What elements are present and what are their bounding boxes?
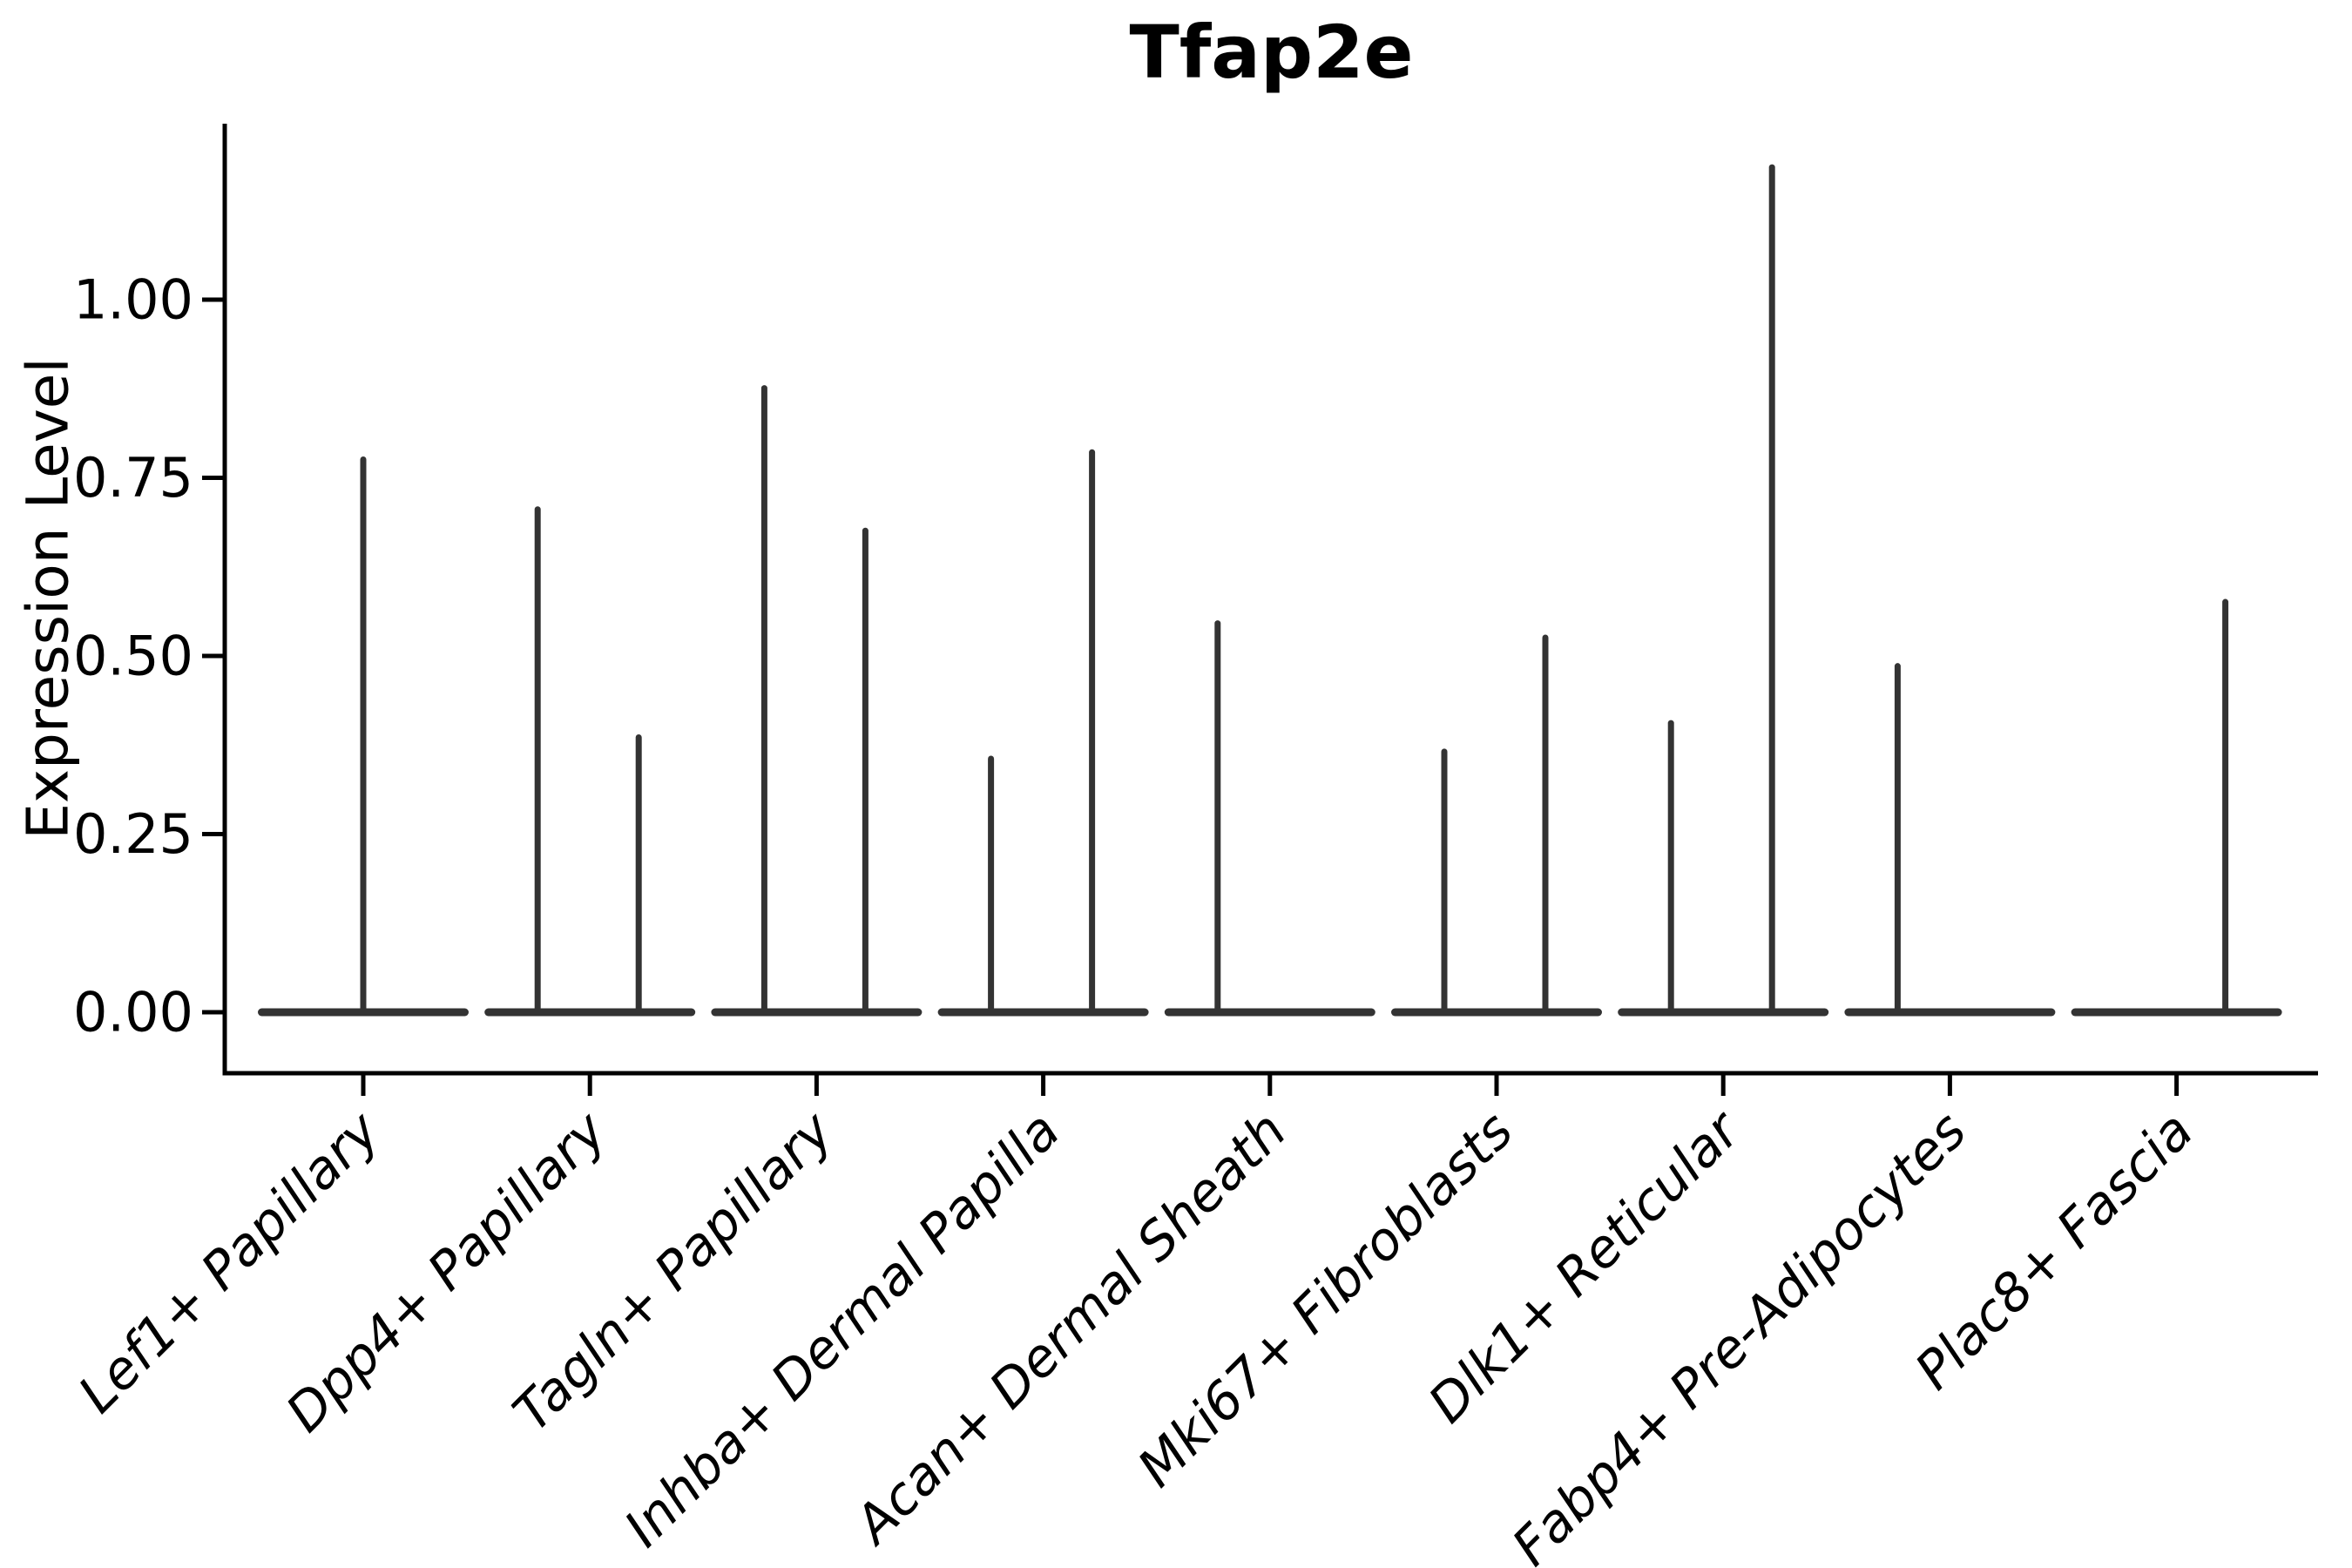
- violin-spike: [988, 755, 995, 1017]
- violin-spike: [1667, 720, 1674, 1017]
- x-tick-label: Acan+ Dermal Sheath: [841, 1100, 1299, 1558]
- x-tick-label: Mki67+ Fibroblasts: [1126, 1100, 1525, 1499]
- y-tick-label: 0.25: [73, 802, 193, 866]
- violin-spike: [360, 456, 367, 1017]
- violin-spike: [1542, 634, 1549, 1017]
- violin-base: [258, 1008, 469, 1017]
- violin-spike: [1768, 164, 1775, 1017]
- violin-spike: [1214, 620, 1221, 1017]
- violin-base: [484, 1008, 696, 1017]
- violin-base: [1618, 1008, 1829, 1017]
- y-tick-label: 1.00: [73, 268, 193, 332]
- chart-title: Tfap2e: [1129, 10, 1414, 95]
- violin-base: [2071, 1008, 2282, 1017]
- violin-spike: [1441, 748, 1448, 1017]
- violin-spike: [1894, 663, 1901, 1017]
- violin-base: [1391, 1008, 1602, 1017]
- violin-spike: [862, 527, 868, 1017]
- violin-base: [937, 1008, 1149, 1017]
- x-tick-label: Fabp4+ Pre-Adipocytes: [1501, 1100, 1978, 1568]
- y-tick-label: 0.50: [73, 625, 193, 688]
- violin-spike: [534, 506, 541, 1017]
- violin-base: [1844, 1008, 2056, 1017]
- violin-base: [711, 1008, 923, 1017]
- y-tick-label: 0.75: [73, 446, 193, 510]
- y-tick-label: 0.00: [73, 981, 193, 1044]
- x-tick-label: Inhba+ Dermal Papilla: [613, 1100, 1071, 1558]
- violin-spike: [1089, 449, 1096, 1017]
- violin-spike: [760, 385, 767, 1017]
- violin-base: [1164, 1008, 1375, 1017]
- violin-spike: [2222, 598, 2229, 1017]
- violin-spike: [635, 733, 642, 1017]
